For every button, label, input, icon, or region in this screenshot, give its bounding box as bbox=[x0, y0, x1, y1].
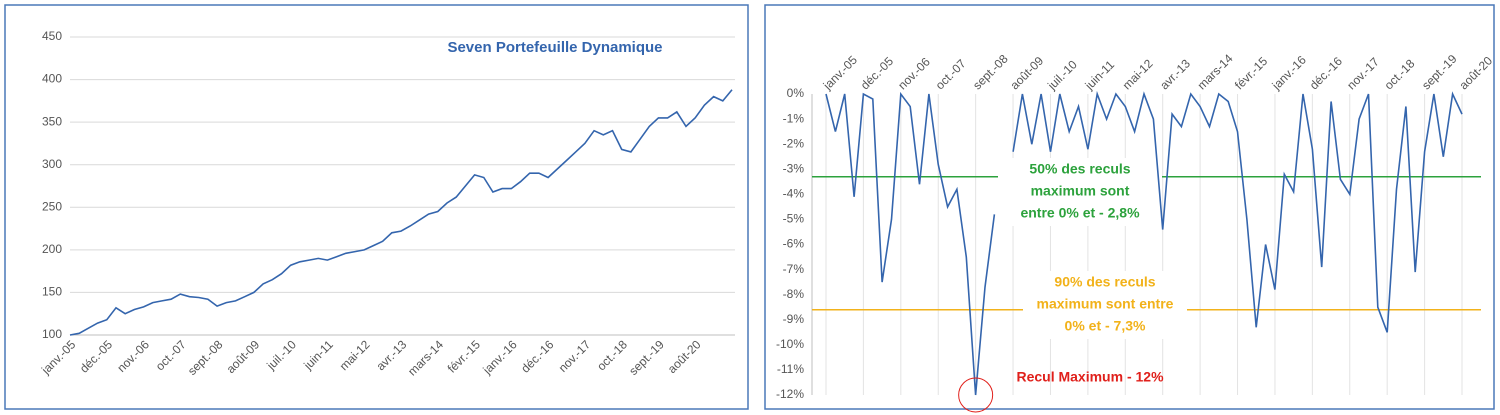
label-background bbox=[998, 158, 1162, 226]
y-tick-label: -7% bbox=[783, 262, 805, 276]
data-line bbox=[69, 89, 733, 336]
x-tick-label: mai-12 bbox=[337, 337, 373, 373]
x-tick-label: sept.-08 bbox=[185, 337, 226, 378]
data-line bbox=[825, 90, 1463, 396]
x-tick-label: nov.-06 bbox=[895, 55, 933, 93]
y-tick-label: -6% bbox=[783, 237, 805, 251]
highlight-circle bbox=[958, 377, 994, 413]
y-tick-label: 400 bbox=[42, 72, 62, 86]
x-tick-label: juil.-10 bbox=[1044, 57, 1080, 93]
y-tick-label: -4% bbox=[783, 187, 805, 201]
chart-title: Seven Portefeuille Dynamique bbox=[447, 39, 662, 56]
y-tick-label: -3% bbox=[783, 161, 805, 175]
reference-label: 0% et - 7,3% bbox=[1065, 318, 1146, 334]
x-tick-label: févr.-15 bbox=[445, 337, 483, 375]
x-tick-label: juin-11 bbox=[300, 337, 336, 373]
y-tick-label: -10% bbox=[776, 337, 804, 351]
x-tick-label: sept.-19 bbox=[1419, 52, 1460, 93]
x-tick-label: janv.-16 bbox=[1269, 53, 1309, 93]
x-tick-label: déc.-16 bbox=[1307, 54, 1345, 92]
y-tick-label: 300 bbox=[42, 157, 62, 171]
x-tick-label: mai-12 bbox=[1120, 56, 1156, 92]
y-tick-label: -2% bbox=[783, 136, 805, 150]
x-tick-label: oct.-07 bbox=[933, 56, 969, 92]
x-tick-label: mars-14 bbox=[1195, 51, 1236, 92]
y-tick-label: -1% bbox=[783, 111, 805, 125]
x-tick-label: avr.-13 bbox=[1157, 56, 1193, 92]
x-tick-label: janv.-05 bbox=[38, 337, 78, 377]
x-tick-label: août-20 bbox=[1456, 53, 1495, 92]
x-tick-label: févr.-15 bbox=[1232, 54, 1270, 92]
y-tick-label: -9% bbox=[783, 312, 805, 326]
x-tick-label: déc.-05 bbox=[858, 54, 896, 92]
y-tick-label: -8% bbox=[783, 287, 805, 301]
x-tick-label: nov.-06 bbox=[114, 337, 152, 375]
y-tick-label: 150 bbox=[42, 285, 62, 299]
y-tick-label: 0% bbox=[787, 86, 805, 100]
x-tick-label: sept.-19 bbox=[626, 337, 667, 378]
annotation: Recul Maximum - 12% bbox=[1016, 369, 1164, 385]
x-tick-label: oct.-18 bbox=[1382, 56, 1418, 92]
x-tick-label: juil.-10 bbox=[263, 337, 299, 373]
panel-border bbox=[4, 4, 749, 410]
x-tick-label: août-09 bbox=[224, 337, 263, 376]
label-background bbox=[1023, 271, 1187, 339]
x-tick-label: déc.-05 bbox=[77, 337, 115, 375]
reference-label: 90% des reculs bbox=[1054, 274, 1155, 290]
y-tick-label: 200 bbox=[42, 242, 62, 256]
x-tick-label: oct.-07 bbox=[153, 337, 189, 373]
x-tick-label: nov.-17 bbox=[556, 337, 594, 375]
y-tick-label: -5% bbox=[783, 212, 805, 226]
x-tick-label: juin-11 bbox=[1082, 57, 1118, 93]
x-tick-label: mars-14 bbox=[405, 337, 446, 378]
x-tick-label: nov.-17 bbox=[1344, 55, 1382, 93]
x-tick-label: avr.-13 bbox=[374, 337, 410, 373]
x-tick-label: sept.-08 bbox=[970, 52, 1011, 93]
y-tick-label: 350 bbox=[42, 114, 62, 128]
x-tick-label: déc.-16 bbox=[518, 337, 556, 375]
reference-label: maximum sont entre bbox=[1037, 296, 1174, 312]
y-tick-label: 450 bbox=[42, 29, 62, 43]
x-tick-label: janv.-05 bbox=[820, 53, 860, 93]
x-tick-label: janv.-16 bbox=[480, 337, 520, 377]
y-tick-label: 250 bbox=[42, 199, 62, 213]
panel-border bbox=[764, 4, 1495, 410]
x-tick-label: oct.-18 bbox=[594, 337, 630, 373]
reference-label: 50% des reculs bbox=[1029, 161, 1130, 177]
x-tick-label: août-20 bbox=[665, 337, 704, 376]
x-tick-label: août-09 bbox=[1008, 53, 1047, 92]
y-tick-label: -12% bbox=[776, 387, 804, 401]
reference-label: maximum sont bbox=[1031, 183, 1130, 199]
y-tick-label: 100 bbox=[42, 327, 62, 341]
reference-label: entre 0% et - 2,8% bbox=[1020, 205, 1140, 221]
y-tick-label: -11% bbox=[777, 362, 804, 376]
